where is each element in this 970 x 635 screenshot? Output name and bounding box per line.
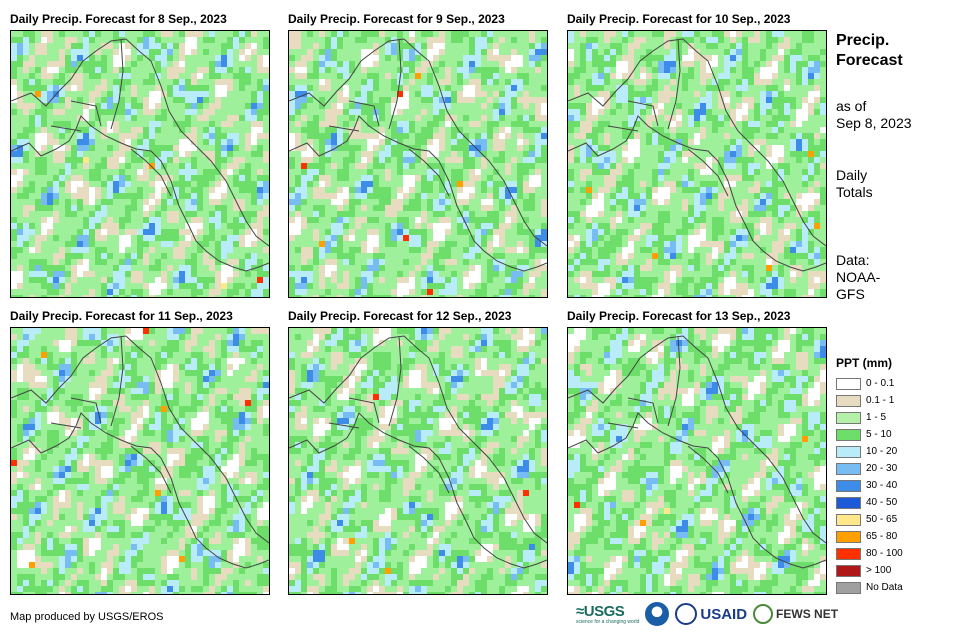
precip-map-3: [568, 31, 826, 297]
legend-label: No Data: [866, 582, 903, 593]
legend-item: 5 - 10: [836, 426, 903, 443]
legend-swatch: [836, 547, 861, 560]
logo-bar: ≈USGS science for a changing world USAID…: [576, 602, 838, 626]
legend-label: 0.1 - 1: [866, 395, 895, 406]
legend-item: No Data: [836, 579, 903, 596]
legend-item: > 100: [836, 562, 903, 579]
map-panel-4: [10, 327, 270, 595]
daily-totals-text: Daily Totals: [836, 167, 873, 200]
coastline-outline: [289, 335, 547, 569]
legend-item: 0 - 0.1: [836, 375, 903, 392]
legend-label: 30 - 40: [866, 480, 898, 491]
coastline-outline: [568, 38, 826, 272]
coastline-outline: [11, 335, 269, 569]
panel-title-2: Daily Precip. Forecast for 9 Sep., 2023: [288, 12, 505, 26]
coastline-outline: [289, 38, 547, 272]
legend-label: 5 - 10: [866, 429, 892, 440]
noaa-logo-icon: [645, 602, 670, 626]
legend-swatch: [836, 394, 861, 407]
panel-title-1: Daily Precip. Forecast for 8 Sep., 2023: [10, 12, 227, 26]
panel-title-6: Daily Precip. Forecast for 13 Sep., 2023: [567, 309, 791, 323]
legend-swatch: [836, 564, 861, 577]
legend-item: 10 - 20: [836, 443, 903, 460]
legend-label: 50 - 65: [866, 514, 898, 525]
precip-map-1: [11, 31, 269, 297]
data-source-text: Data: NOAA- GFS: [836, 252, 881, 302]
precip-map-2: [289, 31, 547, 297]
legend-label: 1 - 5: [866, 412, 887, 423]
legend-item: 80 - 100: [836, 545, 903, 562]
legend-item: 50 - 65: [836, 511, 903, 528]
legend-rows: 0 - 0.1 0.1 - 1 1 - 5 5 - 10 10 - 20 20 - 30 3…: [836, 375, 903, 596]
legend-swatch: [836, 445, 861, 458]
map-panel-2: [288, 30, 548, 298]
fews-net-logo: FEWS NET: [753, 604, 838, 624]
panel-title-4: Daily Precip. Forecast for 11 Sep., 2023: [10, 309, 233, 323]
legend-item: 30 - 40: [836, 477, 903, 494]
as-of-text: as of Sep 8, 2023: [836, 98, 912, 131]
panel-title-5: Daily Precip. Forecast for 12 Sep., 2023: [288, 309, 512, 323]
credit-text: Map produced by USGS/EROS: [10, 611, 164, 623]
legend-swatch: [836, 496, 861, 509]
legend-item: 65 - 80: [836, 528, 903, 545]
legend-label: 65 - 80: [866, 531, 898, 542]
legend-swatch: [836, 479, 861, 492]
legend-label: > 100: [866, 565, 892, 576]
map-panel-3: [567, 30, 827, 298]
legend-title: PPT (mm): [836, 356, 893, 370]
legend-swatch: [836, 530, 861, 543]
legend-label: 40 - 50: [866, 497, 898, 508]
legend-swatch: [836, 513, 861, 526]
legend-label: 80 - 100: [866, 548, 903, 559]
map-panel-6: [567, 327, 827, 595]
legend-swatch: [836, 428, 861, 441]
precip-map-6: [568, 328, 826, 594]
legend-swatch: [836, 462, 861, 475]
usgs-logo: ≈USGS science for a changing world: [576, 603, 640, 625]
legend-label: 20 - 30: [866, 463, 898, 474]
usaid-seal-icon: [675, 603, 698, 625]
precip-map-5: [289, 328, 547, 594]
legend-item: 1 - 5: [836, 409, 903, 426]
legend-label: 0 - 0.1: [866, 378, 895, 389]
legend-label: 10 - 20: [866, 446, 898, 457]
panel-title-3: Daily Precip. Forecast for 10 Sep., 2023: [567, 12, 791, 26]
ppt-legend: PPT (mm) 0 - 0.1 0.1 - 1 1 - 5 5 - 10 10 - 2…: [836, 356, 903, 596]
coastline-outline: [568, 335, 826, 569]
side-title: Precip. Forecast: [836, 32, 903, 69]
precip-map-4: [11, 328, 269, 594]
legend-item: 20 - 30: [836, 460, 903, 477]
legend-swatch: [836, 377, 861, 390]
fews-globe-icon: [753, 604, 774, 624]
legend-swatch: [836, 411, 861, 424]
usaid-logo: USAID: [675, 603, 747, 625]
coastline-outline: [11, 38, 269, 272]
legend-item: 40 - 50: [836, 494, 903, 511]
map-panel-5: [288, 327, 548, 595]
map-panel-1: [10, 30, 270, 298]
legend-item: 0.1 - 1: [836, 392, 903, 409]
legend-swatch: [836, 581, 861, 594]
